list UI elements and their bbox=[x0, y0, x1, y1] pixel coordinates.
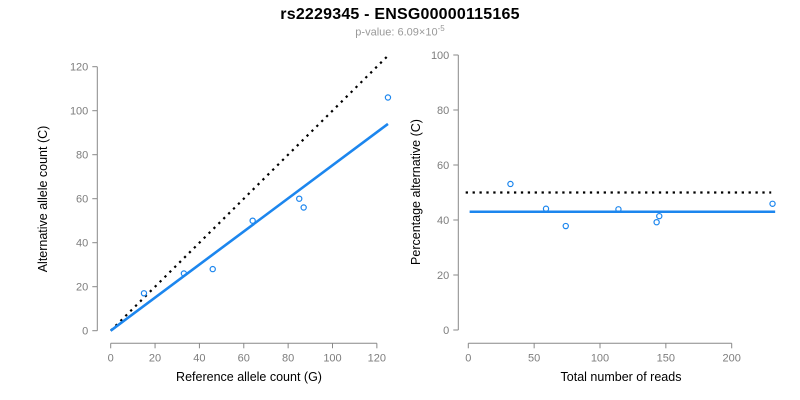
y-tick-label: 60 bbox=[437, 160, 449, 172]
x-tick-label: 150 bbox=[657, 352, 675, 364]
data-point bbox=[653, 218, 660, 226]
y-tick-label: 0 bbox=[443, 325, 449, 337]
x-tick-label: 0 bbox=[465, 352, 471, 364]
data-point bbox=[507, 180, 514, 188]
x-tick-label: 60 bbox=[238, 352, 250, 364]
x-tick-label: 100 bbox=[323, 352, 341, 364]
y-axis-title: Alternative allele count (C) bbox=[36, 126, 50, 273]
x-tick-label: 100 bbox=[591, 352, 609, 364]
x-axis-title: Total number of reads bbox=[561, 370, 682, 384]
y-tick-label: 80 bbox=[437, 105, 449, 117]
pvalue-subtitle: p-value: 6.09×10-5 bbox=[0, 24, 800, 39]
data-point bbox=[209, 265, 216, 273]
y-tick-label: 60 bbox=[76, 194, 88, 206]
identity-line bbox=[109, 54, 389, 332]
data-point bbox=[769, 200, 776, 207]
data-point bbox=[562, 222, 569, 230]
y-tick-label: 100 bbox=[431, 50, 449, 62]
y-tick-label: 120 bbox=[70, 62, 88, 74]
data-point bbox=[384, 94, 392, 101]
data-point bbox=[542, 205, 550, 212]
fit-line bbox=[109, 122, 389, 332]
y-tick-label: 20 bbox=[437, 270, 449, 282]
y-tick-label: 80 bbox=[76, 150, 88, 162]
x-tick-label: 120 bbox=[368, 352, 386, 364]
x-axis-title: Reference allele count (G) bbox=[176, 370, 322, 384]
percentage-panel: 0 20 40 60 80 100 0 50 100 150 200 Total number of … bbox=[409, 50, 776, 384]
x-tick-label: 40 bbox=[193, 352, 205, 364]
y-tick-label: 40 bbox=[76, 238, 88, 250]
x-tick-label: 50 bbox=[528, 352, 540, 364]
y-tick-label: 0 bbox=[82, 326, 88, 338]
data-point bbox=[656, 212, 663, 220]
y-tick-label: 40 bbox=[437, 215, 449, 227]
x-tick-label: 80 bbox=[282, 352, 294, 364]
data-point bbox=[615, 206, 622, 213]
x-tick-label: 200 bbox=[723, 352, 741, 364]
pvalue-text: p-value: 6.09×10 bbox=[355, 26, 438, 39]
y-axis-title: Percentage alternative (C) bbox=[409, 119, 423, 265]
data-point bbox=[296, 195, 303, 202]
page-title: rs2229345 - ENSG00000115165 bbox=[280, 6, 520, 23]
data-point bbox=[180, 270, 188, 277]
data-point bbox=[140, 290, 148, 297]
data-point bbox=[300, 204, 307, 211]
data-point bbox=[249, 217, 256, 224]
y-tick-label: 20 bbox=[76, 282, 88, 294]
x-tick-label: 20 bbox=[149, 352, 161, 364]
pvalue-exponent: -5 bbox=[437, 24, 445, 33]
y-tick-label: 100 bbox=[70, 106, 88, 118]
x-tick-label: 0 bbox=[108, 352, 114, 364]
allele-counts-panel: 0 20 40 60 80 100 120 0 20 40 60 80 100 120 Reference … bbox=[36, 54, 392, 384]
